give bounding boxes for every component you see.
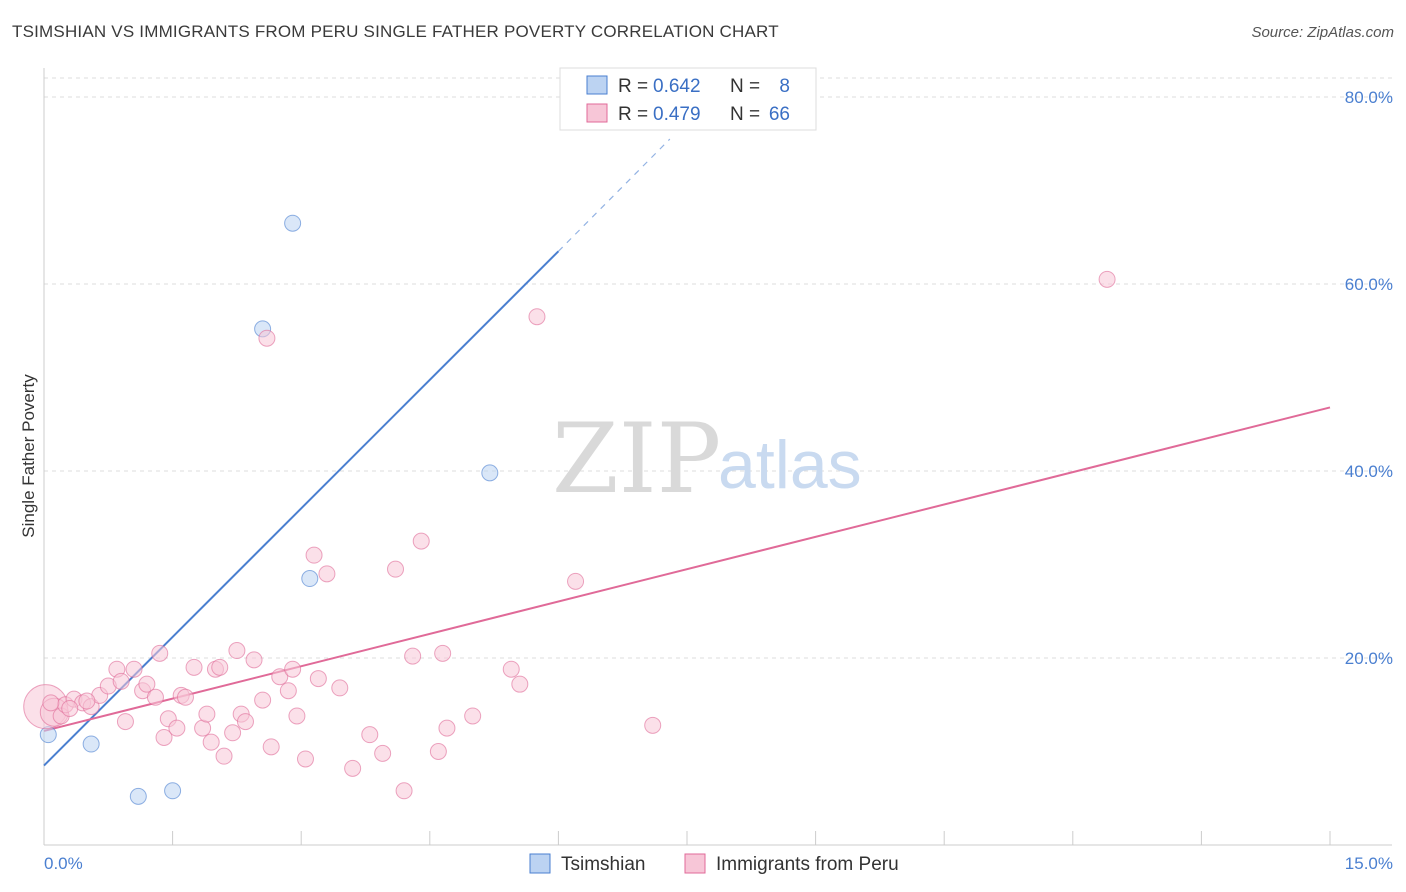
peru-point bbox=[185, 658, 203, 676]
peru-point bbox=[344, 759, 362, 777]
peru-point bbox=[138, 675, 156, 693]
y-tick-label: 80.0% bbox=[1345, 88, 1393, 107]
peru-point bbox=[271, 668, 289, 686]
peru-point bbox=[567, 572, 585, 590]
peru-point bbox=[194, 719, 212, 737]
peru-point bbox=[395, 782, 413, 800]
peru-point bbox=[464, 707, 482, 725]
peru-point bbox=[116, 713, 134, 731]
peru-point bbox=[146, 688, 164, 706]
peru-point bbox=[228, 642, 246, 660]
peru-point bbox=[61, 699, 79, 717]
peru-point bbox=[404, 647, 422, 665]
tsimshian-point bbox=[481, 464, 499, 482]
legend-swatch-peru bbox=[586, 103, 608, 123]
peru-point bbox=[412, 532, 430, 550]
peru-point bbox=[155, 728, 173, 746]
peru-point bbox=[168, 719, 186, 737]
peru-point bbox=[374, 744, 392, 762]
legend-r-label-2: R = bbox=[618, 104, 648, 125]
peru-point bbox=[511, 675, 529, 693]
peru-point bbox=[361, 726, 379, 744]
x-tick-label: 0.0% bbox=[44, 854, 83, 873]
peru-trend-line bbox=[43, 406, 1331, 732]
tsimshian-point bbox=[301, 570, 319, 588]
peru-point bbox=[644, 716, 662, 734]
legend-swatch-tsimshian bbox=[586, 75, 608, 95]
peru-point bbox=[258, 329, 276, 347]
peru-point bbox=[502, 660, 520, 678]
y-tick-label: 20.0% bbox=[1345, 649, 1393, 668]
tick-labels: 20.0% 40.0% 60.0% 80.0% 0.0% 15.0% bbox=[44, 88, 1393, 873]
peru-point bbox=[215, 747, 233, 765]
peru-point bbox=[78, 692, 96, 710]
legend-n-label-1: N = bbox=[730, 76, 760, 97]
peru-point bbox=[202, 733, 220, 751]
legend-r-value-1: 0.642 bbox=[653, 76, 701, 97]
peru-point bbox=[309, 670, 327, 688]
bottom-legend-label-tsimshian: Tsimshian bbox=[561, 854, 645, 875]
tsimshian-point bbox=[82, 735, 100, 753]
tsimshian-point bbox=[39, 726, 57, 744]
legend-n-label-2: N = bbox=[730, 104, 760, 125]
peru-point bbox=[198, 705, 216, 723]
peru-point bbox=[254, 691, 272, 709]
legend-n-value-1: 8 bbox=[779, 76, 790, 97]
tsimshian-point bbox=[284, 214, 302, 232]
tsimshian-trend-extension bbox=[557, 138, 671, 252]
legend-r-value-2: 0.479 bbox=[653, 104, 701, 125]
peru-point bbox=[434, 644, 452, 662]
series-legend: Tsimshian Immigrants from Peru bbox=[529, 853, 899, 875]
peru-point bbox=[176, 688, 194, 706]
peru-point bbox=[42, 694, 60, 712]
peru-point bbox=[224, 724, 242, 742]
peru-point bbox=[262, 738, 280, 756]
peru-point bbox=[318, 565, 336, 583]
peru-point bbox=[125, 660, 143, 678]
peru-point bbox=[288, 707, 306, 725]
trend-lines bbox=[43, 138, 1331, 767]
peru-point bbox=[284, 660, 302, 678]
tsimshian-point bbox=[129, 787, 147, 805]
y-tick-label: 60.0% bbox=[1345, 275, 1393, 294]
data-points bbox=[23, 214, 1116, 805]
bottom-legend-label-peru: Immigrants from Peru bbox=[716, 854, 899, 875]
peru-point bbox=[151, 644, 169, 662]
y-axis-title: Single Father Poverty bbox=[19, 374, 38, 538]
peru-point bbox=[236, 713, 254, 731]
peru-point bbox=[211, 658, 229, 676]
bottom-legend-swatch-peru bbox=[684, 853, 706, 874]
watermark-atlas: atlas bbox=[718, 427, 862, 503]
peru-point bbox=[429, 743, 447, 760]
peru-point bbox=[296, 750, 314, 768]
legend-r-label-1: R = bbox=[618, 76, 648, 97]
x-tick-label: 15.0% bbox=[1345, 854, 1393, 873]
peru-point bbox=[112, 672, 130, 690]
peru-point bbox=[279, 682, 297, 700]
y-tick-label: 40.0% bbox=[1345, 462, 1393, 481]
bottom-legend-swatch-tsimshian bbox=[529, 853, 551, 874]
source-note: Source: ZipAtlas.com bbox=[1251, 24, 1394, 41]
peru-point bbox=[245, 651, 263, 669]
peru-point bbox=[331, 679, 349, 697]
chart-title: TSIMSHIAN VS IMMIGRANTS FROM PERU SINGLE… bbox=[12, 22, 779, 41]
watermark-zip: ZIP bbox=[552, 403, 721, 515]
tsimshian-trend-line bbox=[43, 250, 560, 767]
correlation-legend: R = 0.642 N = 8 R = 0.479 N = 66 bbox=[559, 67, 817, 131]
peru-point bbox=[305, 546, 323, 564]
gridlines bbox=[44, 77, 1392, 659]
legend-n-value-2: 66 bbox=[769, 104, 790, 125]
watermark: ZIP atlas bbox=[552, 403, 862, 515]
peru-point bbox=[528, 308, 546, 326]
peru-point bbox=[1098, 270, 1116, 288]
peru-point bbox=[438, 719, 456, 737]
tsimshian-point bbox=[164, 782, 182, 800]
peru-point bbox=[387, 560, 405, 578]
